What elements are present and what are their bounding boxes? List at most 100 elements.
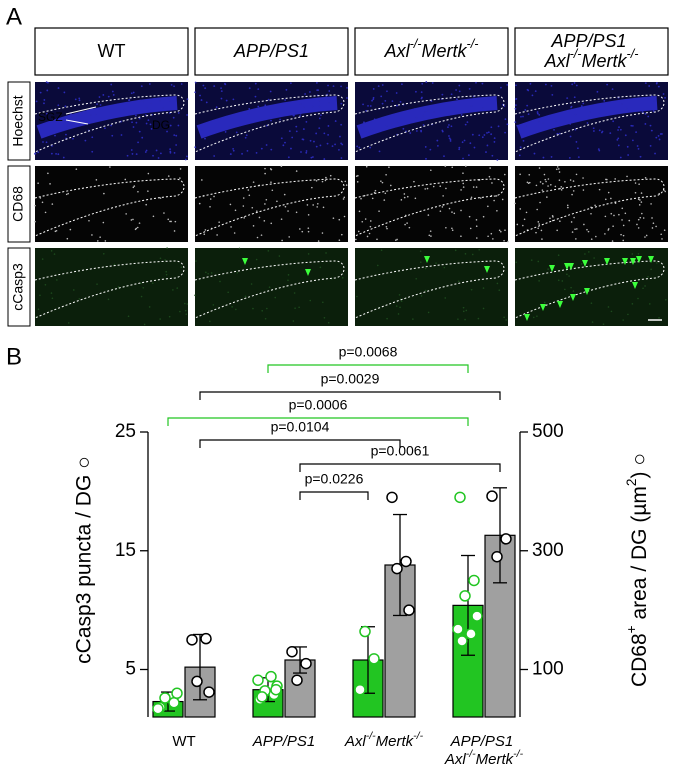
nucleus-speck <box>311 105 314 108</box>
data-point <box>465 628 477 640</box>
bg-speck <box>570 286 572 289</box>
cd68-speck <box>638 204 641 206</box>
cd68-speck <box>270 181 272 183</box>
cd68-speck <box>243 217 245 219</box>
nucleus-speck <box>132 126 135 128</box>
cd68-speck <box>41 201 44 204</box>
nucleus-speck <box>318 117 321 120</box>
nucleus-speck <box>52 119 55 122</box>
micrograph <box>34 247 189 326</box>
nucleus-speck <box>78 97 81 100</box>
cd68-speck <box>321 180 324 183</box>
cd68-speck <box>613 214 615 217</box>
nucleus-speck <box>569 122 572 125</box>
nucleus-speck <box>50 152 53 155</box>
cd68-speck <box>315 179 318 182</box>
bg-speck <box>140 295 143 298</box>
nucleus-speck <box>455 89 458 91</box>
nucleus-speck <box>385 124 388 127</box>
y-tick-label: 5 <box>125 659 136 680</box>
cd68-speck <box>611 240 614 242</box>
bg-speck <box>424 267 427 270</box>
micrograph <box>514 81 668 160</box>
nucleus-speck <box>340 85 342 88</box>
cd68-speck <box>408 226 411 229</box>
bg-speck <box>602 323 605 325</box>
nucleus-speck <box>78 99 81 102</box>
cd68-speck <box>358 210 361 213</box>
cd68-speck <box>462 182 465 185</box>
nucleus-speck <box>421 82 424 85</box>
nucleus-speck <box>201 128 203 131</box>
nucleus-speck <box>592 127 595 130</box>
nucleus-speck <box>420 97 423 100</box>
cd68-speck <box>338 239 341 241</box>
nucleus-speck <box>654 152 656 155</box>
y2-tick-label: 100 <box>532 659 564 680</box>
nucleus-speck <box>542 156 545 159</box>
bg-speck <box>278 255 281 257</box>
nucleus-speck <box>288 130 291 133</box>
nucleus-speck <box>603 99 606 102</box>
cd68-speck <box>242 197 245 199</box>
nucleus-speck <box>98 96 101 98</box>
cd68-speck <box>280 165 283 168</box>
bg-speck <box>505 319 507 321</box>
nucleus-speck <box>112 94 115 96</box>
micrograph <box>514 248 668 326</box>
cd68-speck <box>283 193 286 196</box>
bg-speck <box>244 295 247 298</box>
cd68-speck <box>373 191 376 194</box>
bg-speck <box>386 317 388 320</box>
cd68-speck <box>594 204 596 207</box>
cd68-speck <box>322 206 325 209</box>
data-point <box>368 653 380 665</box>
cd68-speck <box>489 167 491 169</box>
nucleus-speck <box>475 81 477 84</box>
cd68-speck <box>75 168 78 170</box>
nucleus-speck <box>662 93 665 95</box>
cd68-speck <box>522 224 524 227</box>
cd68-speck <box>504 229 506 232</box>
cd68-speck <box>264 203 266 205</box>
cd68-speck <box>448 207 451 210</box>
cd68-speck <box>369 225 372 228</box>
bg-speck <box>380 249 383 252</box>
cd68-speck <box>103 192 105 195</box>
nucleus-speck <box>318 99 321 102</box>
bg-speck <box>210 272 213 274</box>
bg-speck <box>266 307 268 310</box>
bg-speck <box>607 306 610 308</box>
cd68-speck <box>344 180 347 183</box>
cd68-speck <box>343 215 346 218</box>
cd68-speck <box>135 227 138 230</box>
nucleus-speck <box>369 105 372 107</box>
cd68-speck <box>368 232 371 235</box>
nucleus-speck <box>519 146 522 149</box>
cd68-speck <box>583 223 585 226</box>
cd68-speck <box>332 217 335 219</box>
nucleus-speck <box>150 127 153 130</box>
nucleus-speck <box>570 106 572 109</box>
cd68-speck <box>626 175 628 178</box>
nucleus-speck <box>399 100 402 103</box>
nucleus-speck <box>443 155 445 158</box>
bg-speck <box>644 285 646 287</box>
data-point <box>203 686 215 698</box>
cd68-speck <box>152 215 155 218</box>
nucleus-speck <box>89 114 92 116</box>
bg-speck <box>419 261 422 263</box>
nucleus-speck <box>426 110 429 113</box>
data-point <box>200 632 212 645</box>
nucleus-speck <box>47 81 49 84</box>
arrow <box>65 106 97 115</box>
cd68-speck <box>637 227 640 229</box>
nucleus-speck <box>290 147 292 150</box>
nucleus-speck <box>269 90 272 93</box>
nucleus-speck <box>589 111 591 114</box>
cd68-speck <box>490 232 493 235</box>
dg-outline <box>354 94 505 153</box>
dg-outline <box>194 178 345 237</box>
bg-speck <box>140 282 142 285</box>
nucleus-speck <box>478 134 481 137</box>
